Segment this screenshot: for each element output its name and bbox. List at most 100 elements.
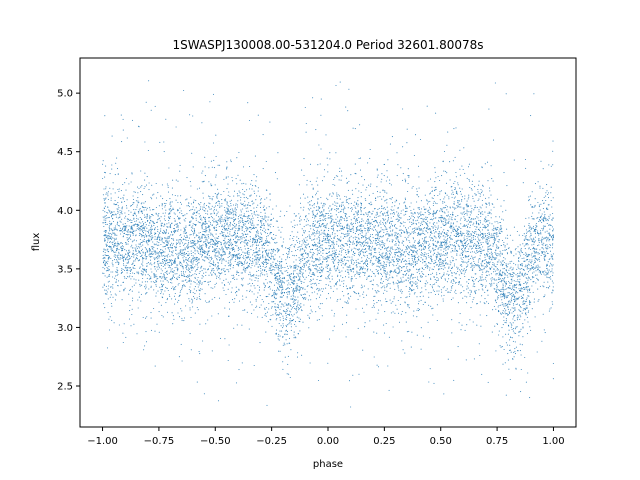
data-point bbox=[286, 247, 288, 250]
data-point bbox=[187, 247, 189, 249]
data-point bbox=[108, 216, 110, 218]
data-point bbox=[397, 214, 399, 216]
data-point bbox=[545, 247, 547, 249]
data-point bbox=[276, 220, 279, 222]
data-point bbox=[237, 249, 239, 252]
data-point bbox=[161, 208, 163, 210]
data-point bbox=[521, 290, 523, 293]
data-point bbox=[549, 223, 551, 226]
data-point bbox=[324, 239, 326, 241]
data-point bbox=[517, 274, 519, 277]
data-point bbox=[513, 272, 515, 274]
data-point bbox=[299, 273, 301, 275]
data-point bbox=[286, 297, 288, 299]
data-point bbox=[159, 276, 161, 278]
data-point bbox=[218, 276, 220, 279]
data-point bbox=[189, 281, 191, 283]
data-point bbox=[395, 242, 397, 244]
data-point bbox=[210, 244, 212, 246]
data-point bbox=[458, 283, 460, 285]
data-point bbox=[444, 236, 446, 238]
data-point bbox=[321, 247, 323, 249]
data-point bbox=[163, 246, 165, 248]
data-point bbox=[466, 285, 468, 287]
data-point bbox=[247, 253, 249, 255]
data-point bbox=[201, 246, 203, 248]
data-point bbox=[497, 288, 499, 291]
data-point bbox=[177, 252, 179, 254]
data-point bbox=[355, 277, 357, 280]
data-point bbox=[385, 256, 387, 258]
data-point bbox=[131, 119, 134, 121]
data-point bbox=[233, 276, 235, 278]
data-point bbox=[208, 237, 210, 239]
data-point bbox=[169, 224, 171, 226]
data-point bbox=[135, 220, 138, 222]
data-point bbox=[425, 218, 427, 220]
data-point bbox=[382, 257, 384, 259]
data-point bbox=[230, 245, 232, 247]
data-point bbox=[213, 212, 215, 214]
data-point bbox=[230, 235, 232, 237]
data-point bbox=[364, 242, 366, 244]
data-point bbox=[139, 208, 141, 210]
data-point bbox=[306, 291, 308, 293]
data-point bbox=[398, 265, 400, 267]
data-point bbox=[263, 242, 265, 244]
data-point bbox=[309, 263, 311, 265]
data-point bbox=[460, 257, 462, 259]
data-point bbox=[490, 273, 492, 275]
data-point bbox=[430, 273, 432, 275]
data-point bbox=[108, 285, 110, 287]
data-point bbox=[377, 241, 379, 244]
data-point bbox=[524, 158, 527, 161]
data-point bbox=[119, 220, 121, 222]
data-point bbox=[383, 285, 385, 287]
data-point bbox=[325, 257, 328, 259]
data-point bbox=[107, 195, 109, 197]
data-point bbox=[456, 205, 458, 207]
data-point bbox=[208, 205, 210, 207]
data-point bbox=[338, 280, 341, 282]
data-point bbox=[105, 285, 107, 287]
data-point bbox=[386, 170, 388, 172]
data-point bbox=[474, 205, 476, 207]
data-point bbox=[388, 262, 390, 264]
data-point bbox=[537, 251, 539, 254]
data-point bbox=[219, 205, 221, 207]
data-point bbox=[157, 215, 159, 217]
data-point bbox=[253, 275, 255, 277]
data-point bbox=[106, 211, 108, 214]
data-point bbox=[541, 243, 543, 245]
data-point bbox=[376, 364, 378, 366]
data-point bbox=[239, 255, 241, 257]
data-point bbox=[114, 239, 116, 241]
data-point bbox=[513, 284, 515, 286]
data-point bbox=[110, 197, 112, 199]
data-point bbox=[221, 262, 223, 264]
data-point bbox=[406, 210, 408, 212]
data-point bbox=[404, 255, 406, 257]
data-point bbox=[418, 241, 420, 243]
data-point bbox=[201, 225, 203, 227]
data-point bbox=[215, 155, 217, 158]
data-point bbox=[458, 282, 461, 284]
data-point bbox=[407, 182, 409, 185]
data-point bbox=[177, 195, 179, 197]
data-point bbox=[343, 255, 345, 258]
data-point bbox=[185, 217, 187, 219]
data-point bbox=[505, 394, 507, 396]
data-point bbox=[372, 245, 374, 247]
data-point bbox=[423, 255, 425, 257]
data-point bbox=[395, 234, 397, 237]
data-point bbox=[538, 269, 541, 272]
data-point bbox=[184, 220, 186, 222]
data-point bbox=[497, 222, 499, 224]
data-point bbox=[173, 295, 176, 297]
data-point bbox=[446, 288, 448, 290]
data-point bbox=[488, 236, 490, 238]
data-point bbox=[168, 249, 171, 251]
data-point bbox=[509, 303, 511, 305]
data-point bbox=[132, 267, 134, 269]
data-point bbox=[194, 266, 196, 268]
